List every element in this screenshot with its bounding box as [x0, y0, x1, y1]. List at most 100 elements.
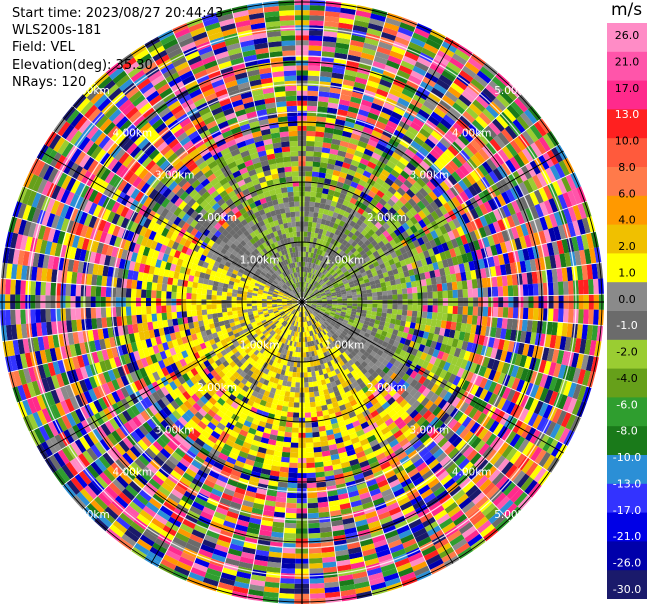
- velocity-gate: [487, 336, 496, 348]
- velocity-gate: [470, 208, 480, 220]
- velocity-gate: [395, 261, 402, 269]
- velocity-gate: [558, 427, 571, 444]
- velocity-gate: [529, 464, 543, 480]
- velocity-gate: [351, 308, 357, 313]
- velocity-gate: [326, 298, 333, 301]
- velocity-gate: [311, 305, 317, 308]
- velocity-gate: [316, 304, 322, 307]
- velocity-gate: [312, 312, 317, 317]
- velocity-gate: [565, 174, 577, 191]
- velocity-gate: [332, 258, 338, 264]
- velocity-gate: [347, 259, 354, 266]
- velocity-gate: [474, 375, 484, 387]
- velocity-gate: [311, 426, 320, 433]
- velocity-gate: [596, 325, 604, 342]
- velocity-gate: [463, 332, 471, 342]
- velocity-gate: [319, 319, 324, 324]
- velocity-gate: [321, 306, 327, 310]
- velocity-gate: [311, 274, 315, 280]
- velocity-gate: [316, 295, 322, 298]
- velocity-gate: [296, 372, 301, 378]
- velocity-gate: [390, 333, 397, 341]
- velocity-gate: [339, 313, 346, 318]
- velocity-gate: [394, 74, 409, 84]
- velocity-gate: [443, 266, 451, 276]
- velocity-gate: [305, 427, 313, 433]
- velocity-gate: [397, 294, 403, 300]
- velocity-gate: [390, 372, 398, 381]
- velocity-gate: [303, 256, 306, 262]
- velocity-gate: [407, 41, 424, 53]
- velocity-gate: [313, 248, 318, 254]
- velocity-gate: [441, 352, 450, 362]
- velocity-gate: [430, 229, 439, 240]
- velocity-gate: [335, 310, 342, 314]
- velocity-gate: [525, 127, 539, 143]
- velocity-gate: [362, 94, 375, 103]
- velocity-gate: [383, 336, 391, 344]
- velocity-gate: [565, 413, 577, 430]
- velocity-gate: [369, 107, 381, 116]
- velocity-gate: [512, 285, 519, 297]
- velocity-gate: [473, 455, 486, 469]
- velocity-gate: [328, 153, 338, 161]
- velocity-gate: [360, 354, 368, 361]
- velocity-gate: [338, 334, 345, 341]
- velocity-gate: [290, 442, 299, 448]
- velocity-gate: [354, 317, 360, 323]
- velocity-gate: [305, 294, 310, 299]
- velocity-gate: [472, 182, 483, 195]
- velocity-gate: [428, 501, 442, 513]
- velocity-gate: [309, 314, 314, 320]
- velocity-gate: [382, 69, 397, 79]
- velocity-gate: [311, 296, 317, 299]
- velocity-gate: [308, 60, 321, 67]
- velocity-gate: [510, 200, 521, 214]
- velocity-gate: [409, 472, 422, 483]
- velocity-gate: [336, 181, 344, 189]
- velocity-gate: [359, 214, 367, 223]
- velocity-gate: [481, 87, 497, 102]
- velocity-gate: [547, 282, 554, 296]
- velocity-gate: [314, 396, 321, 402]
- velocity-gate: [316, 248, 321, 255]
- velocity-gate: [307, 283, 310, 289]
- velocity-gate: [371, 152, 382, 161]
- velocity-gate: [381, 341, 389, 348]
- velocity-gate: [562, 207, 573, 224]
- velocity-gate: [439, 137, 451, 149]
- velocity-gate: [420, 279, 427, 287]
- velocity-gate: [313, 232, 319, 239]
- velocity-gate: [590, 356, 599, 373]
- velocity-gate: [436, 122, 450, 134]
- velocity-gate: [455, 399, 466, 411]
- velocity-gate: [379, 334, 386, 341]
- velocity-gate: [400, 282, 407, 289]
- velocity-gate: [304, 382, 309, 388]
- velocity-gate: [347, 359, 355, 366]
- velocity-gate: [316, 481, 327, 488]
- velocity-gate: [315, 328, 319, 334]
- velocity-gate: [350, 96, 363, 105]
- velocity-gate: [390, 425, 401, 435]
- velocity-gate: [506, 375, 516, 389]
- velocity-gate: [433, 485, 447, 497]
- velocity-gate: [329, 288, 336, 292]
- velocity-gate: [376, 307, 383, 313]
- velocity-gate: [305, 442, 314, 448]
- velocity-gate: [386, 290, 393, 296]
- velocity-gate: [345, 287, 351, 292]
- velocity-gate: [328, 275, 334, 281]
- velocity-gate: [354, 76, 368, 85]
- velocity-gate: [325, 319, 332, 324]
- velocity-gate: [311, 295, 316, 299]
- velocity-gate: [305, 161, 314, 167]
- velocity-gate: [332, 169, 341, 177]
- velocity-gate: [357, 256, 365, 263]
- velocity-gate: [554, 335, 562, 350]
- velocity-gate: [329, 148, 339, 156]
- velocity-gate: [378, 370, 387, 379]
- velocity-gate: [284, 426, 293, 433]
- velocity-gate: [406, 310, 413, 317]
- velocity-gate: [392, 203, 401, 212]
